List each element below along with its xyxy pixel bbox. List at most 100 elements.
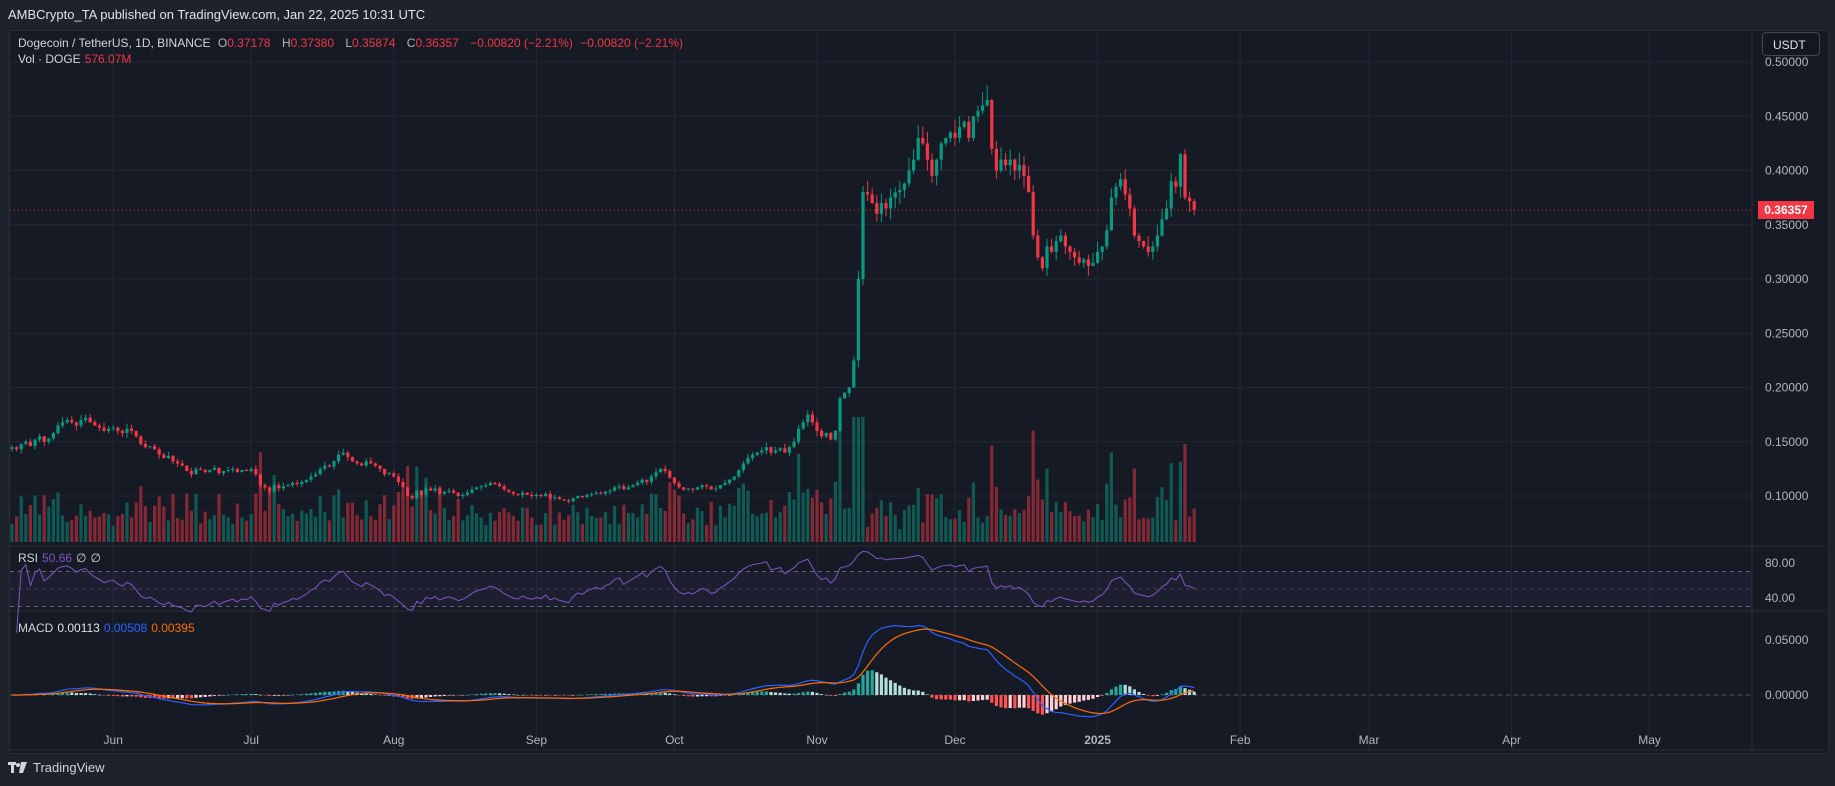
volume-bar — [1063, 502, 1067, 542]
macd-histogram-bar — [1054, 695, 1058, 710]
volume-bar — [1054, 502, 1058, 542]
macd-histogram-bar — [810, 691, 814, 695]
candle-body — [976, 110, 980, 117]
candle-body — [732, 476, 736, 480]
volume-bar — [424, 477, 428, 542]
volume-bar — [1100, 519, 1104, 542]
volume-bar — [672, 489, 676, 542]
candle-body — [856, 279, 860, 361]
macd-histogram-bar — [815, 692, 819, 695]
volume-bar — [585, 507, 589, 542]
macd-histogram-bar — [856, 683, 860, 695]
volume-bar — [263, 510, 267, 542]
candle-body — [645, 479, 649, 482]
candle-body — [1155, 235, 1159, 247]
macd-histogram-bar — [700, 695, 704, 697]
macd-histogram-bar — [346, 691, 350, 695]
candle-body — [985, 99, 989, 106]
macd-histogram-bar — [1169, 690, 1173, 695]
macd-histogram-bar — [746, 692, 750, 695]
macd-histogram-bar — [981, 695, 985, 701]
candle-body — [433, 488, 437, 491]
change-value: −0.00820 (−2.21%) — [470, 36, 573, 50]
volume-bar — [553, 524, 557, 542]
macd-histogram-bar — [553, 695, 557, 696]
candle-body — [171, 455, 175, 462]
volume-bar — [921, 522, 925, 542]
volume-bar — [861, 417, 865, 542]
volume-bar — [291, 513, 295, 542]
macd-histogram-bar — [585, 694, 589, 696]
candle-body — [1137, 235, 1141, 242]
currency-button[interactable]: USDT — [1762, 32, 1820, 56]
volume-bar — [755, 515, 759, 542]
macd-histogram-bar — [608, 693, 612, 695]
candle-body — [728, 479, 732, 483]
macd-histogram-bar — [990, 695, 994, 703]
volume-bar — [107, 514, 111, 542]
volume-bar — [415, 466, 419, 542]
volume-bar — [212, 515, 216, 542]
volume-bar — [617, 523, 621, 542]
macd-histogram-bar — [116, 695, 120, 697]
volume-bar — [217, 494, 221, 542]
candle-body — [824, 433, 828, 437]
candle-body — [176, 461, 180, 464]
macd-histogram-bar — [599, 694, 603, 695]
candle-body — [125, 428, 129, 434]
x-tick-label: Mar — [1359, 733, 1380, 747]
candle-body — [139, 436, 143, 444]
candle-body — [626, 487, 630, 490]
candle-body — [585, 494, 589, 498]
volume-bar — [314, 516, 318, 542]
volume-bar — [74, 515, 78, 542]
macd-histogram-bar — [994, 695, 998, 707]
volume-bar — [438, 486, 442, 542]
macd-histogram-bar — [1022, 695, 1026, 708]
macd-histogram-bar — [594, 694, 598, 695]
volume-bar — [511, 515, 515, 542]
volume-bar — [557, 512, 561, 542]
macd-histogram-bar — [493, 693, 497, 695]
candle-body — [695, 487, 699, 490]
rsi-band — [10, 571, 1752, 607]
volume-bar — [139, 486, 143, 542]
volume-bar — [608, 524, 612, 542]
macd-histogram-bar — [1132, 689, 1136, 695]
x-tick-label: Nov — [806, 733, 827, 747]
volume-bar — [852, 417, 856, 542]
candle-body — [318, 468, 322, 475]
y-tick-label: 0.40000 — [1765, 164, 1809, 178]
candle-body — [935, 159, 939, 176]
volume-bar — [38, 514, 42, 542]
candle-body — [516, 493, 520, 495]
macd-histogram-bar — [1188, 689, 1192, 695]
candle-body — [682, 487, 686, 490]
volume-bar — [1174, 520, 1178, 542]
candle-body — [465, 492, 469, 495]
rsi-legend: RSI 50.66 ∅ ∅ — [18, 551, 105, 565]
volume-bar — [930, 494, 934, 542]
close-value: 0.36357 — [415, 36, 459, 50]
volume-bar — [222, 514, 226, 542]
candle-body — [360, 463, 364, 466]
macd-histogram-bar — [939, 695, 943, 700]
macd-histogram-bar — [300, 694, 304, 695]
volume-bar — [1119, 517, 1123, 542]
candle-body — [208, 469, 212, 473]
macd-tick-label: 0.00000 — [1765, 688, 1809, 702]
candle-body — [751, 454, 755, 459]
candle-body — [1100, 246, 1104, 252]
macd-histogram-bar — [502, 693, 506, 695]
candle-body — [355, 461, 359, 464]
candle-body — [327, 465, 331, 467]
volume-bar — [355, 515, 359, 542]
volume-bar — [235, 503, 239, 542]
volume-bar — [134, 502, 138, 542]
candle-body — [415, 490, 419, 499]
volume-bar — [286, 516, 290, 542]
candle-body — [792, 441, 796, 448]
candle-body — [240, 469, 244, 473]
volume-bar — [1137, 519, 1141, 542]
